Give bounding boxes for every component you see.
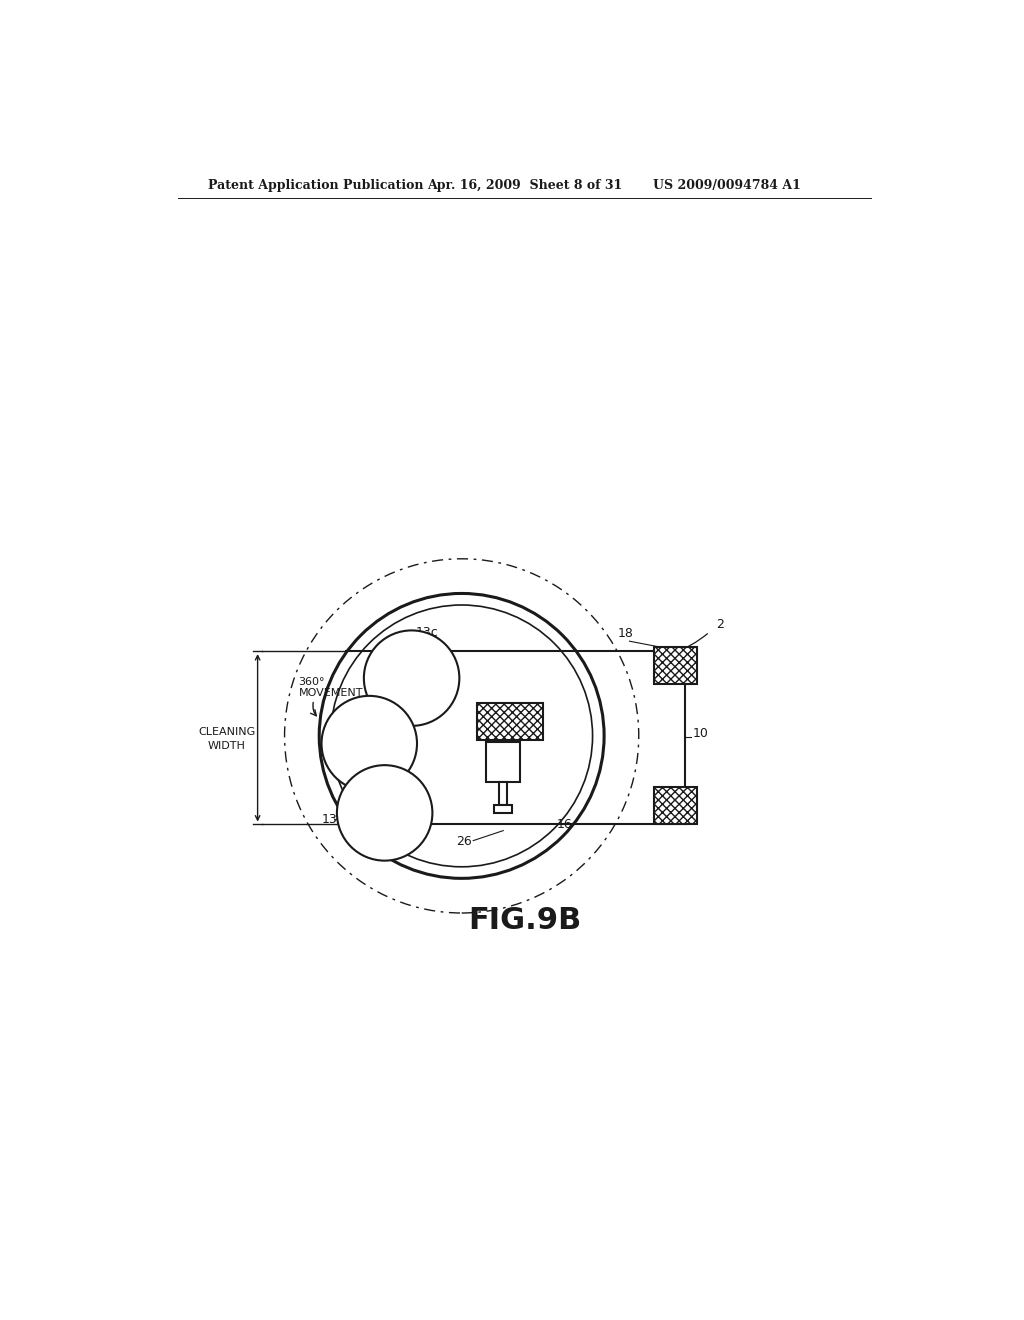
- Bar: [654, 647, 696, 684]
- Text: WIDTH: WIDTH: [208, 741, 246, 751]
- Text: 13a: 13a: [348, 825, 372, 837]
- Text: Patent Application Publication: Patent Application Publication: [208, 178, 423, 191]
- Text: MOVEMENT: MOVEMENT: [298, 688, 362, 698]
- Bar: [500, 781, 507, 805]
- Text: 13b: 13b: [322, 813, 345, 826]
- Text: US 2009/0094784 A1: US 2009/0094784 A1: [652, 178, 801, 191]
- Text: 10: 10: [692, 727, 709, 741]
- Text: 18: 18: [617, 627, 634, 640]
- Text: Apr. 16, 2009  Sheet 8 of 31: Apr. 16, 2009 Sheet 8 of 31: [427, 178, 623, 191]
- Circle shape: [337, 766, 432, 861]
- Circle shape: [322, 696, 417, 792]
- Bar: [477, 702, 543, 739]
- Text: FIG.9B: FIG.9B: [468, 907, 582, 935]
- Text: 16: 16: [556, 818, 572, 832]
- Text: 2: 2: [716, 618, 724, 631]
- Bar: [486, 742, 520, 781]
- Bar: [654, 788, 696, 825]
- Bar: [494, 805, 512, 813]
- Text: 13c: 13c: [416, 626, 438, 639]
- Circle shape: [364, 631, 460, 726]
- Text: 360°: 360°: [298, 677, 325, 686]
- Text: CLEANING: CLEANING: [199, 727, 255, 737]
- Text: 26: 26: [456, 836, 472, 849]
